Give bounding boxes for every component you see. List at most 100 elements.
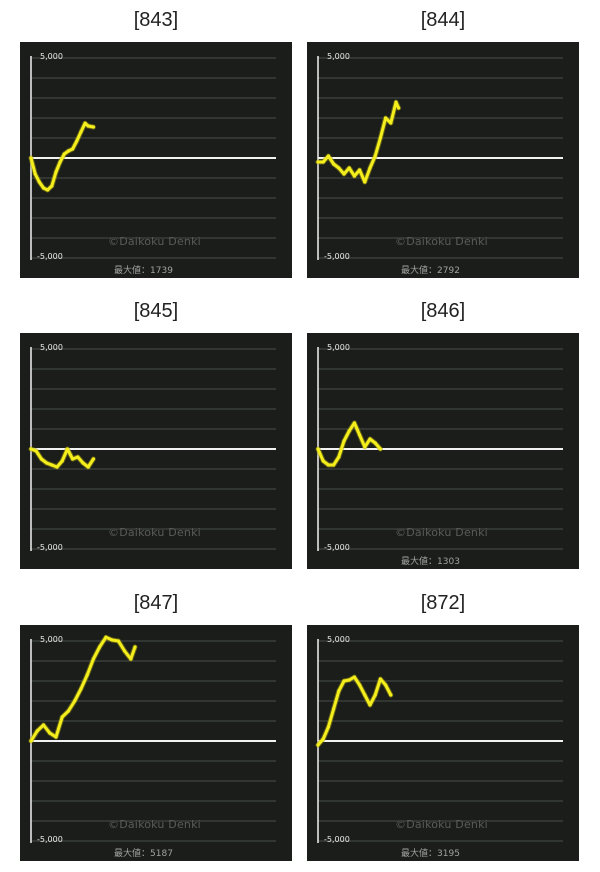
chart-title: [846] bbox=[420, 300, 466, 322]
data-point bbox=[358, 168, 362, 172]
series-line-shadow bbox=[28, 634, 138, 744]
data-point bbox=[62, 152, 66, 156]
data-point bbox=[332, 463, 336, 467]
data-point bbox=[373, 441, 377, 445]
data-point bbox=[347, 166, 351, 170]
data-point bbox=[326, 725, 330, 729]
series-line bbox=[29, 121, 95, 192]
data-point bbox=[363, 693, 367, 697]
chart-svg bbox=[315, 56, 563, 260]
data-point bbox=[54, 735, 58, 739]
watermark: ©Daikoku Denki bbox=[395, 526, 488, 539]
data-point bbox=[378, 677, 382, 681]
max-value-label: 最大値：1739 bbox=[114, 263, 173, 276]
data-point bbox=[332, 162, 336, 166]
chart-cell: [843] 5,000 -5,000 ©Daikoku Denki 最大値：1739 bbox=[20, 0, 292, 278]
chart-title: [843] bbox=[133, 9, 179, 31]
y-tick-label-top: 5,000 bbox=[327, 635, 350, 644]
data-point bbox=[76, 455, 80, 459]
data-point bbox=[394, 100, 398, 104]
data-point bbox=[91, 125, 95, 129]
data-point bbox=[352, 174, 356, 178]
data-point bbox=[368, 166, 372, 170]
chart-title: [844] bbox=[420, 9, 466, 31]
chart-title: [847] bbox=[133, 592, 179, 614]
chart-cell: [847] 5,000 -5,000 ©Daikoku Denki 最大値：5187 bbox=[20, 583, 292, 861]
data-point bbox=[37, 180, 41, 184]
data-point bbox=[79, 130, 83, 134]
chart-panel: 5,000 -5,000 ©Daikoku Denki 最大値：1739 bbox=[20, 42, 292, 278]
data-point bbox=[378, 136, 382, 140]
data-point bbox=[384, 116, 388, 120]
chart-svg bbox=[28, 56, 276, 260]
data-point bbox=[347, 678, 351, 682]
chart-svg bbox=[28, 634, 276, 843]
watermark: ©Daikoku Denki bbox=[395, 818, 488, 831]
y-tick-label-bottom: -5,000 bbox=[37, 835, 63, 844]
data-point bbox=[66, 149, 71, 153]
max-value-prefix: 最大値： bbox=[114, 849, 151, 859]
max-value-prefix: 最大値： bbox=[401, 557, 438, 567]
data-point bbox=[389, 121, 393, 125]
data-point bbox=[342, 439, 346, 443]
data-point bbox=[71, 147, 75, 151]
data-point bbox=[46, 188, 50, 192]
data-point bbox=[321, 737, 325, 741]
data-point bbox=[58, 160, 62, 164]
chart-panel: 5,000 -5,000 ©Daikoku Denki bbox=[20, 333, 292, 569]
data-point bbox=[41, 186, 46, 190]
data-point bbox=[337, 689, 341, 693]
y-tick-label-bottom: -5,000 bbox=[324, 835, 350, 844]
data-point bbox=[75, 139, 79, 143]
data-point bbox=[326, 154, 330, 158]
data-point bbox=[368, 703, 372, 707]
data-point bbox=[326, 463, 330, 467]
data-point bbox=[378, 447, 382, 451]
data-point bbox=[123, 649, 127, 653]
data-point bbox=[48, 731, 52, 735]
data-point bbox=[373, 693, 377, 697]
data-point bbox=[86, 465, 90, 469]
data-point bbox=[389, 693, 393, 697]
data-point bbox=[83, 121, 87, 125]
data-point bbox=[352, 675, 356, 679]
data-point bbox=[397, 106, 401, 110]
max-value-number: 5187 bbox=[150, 849, 173, 859]
data-point bbox=[29, 447, 33, 451]
y-tick-label-bottom: -5,000 bbox=[37, 543, 63, 552]
y-tick-label-top: 5,000 bbox=[40, 52, 63, 61]
chart-cell: [844] 5,000 -5,000 ©Daikoku Denki 最大値：2792 bbox=[307, 0, 579, 278]
data-point bbox=[129, 657, 133, 661]
max-value-label: 最大値：1303 bbox=[401, 554, 460, 567]
data-point bbox=[35, 729, 39, 733]
chart-title: [872] bbox=[420, 592, 466, 614]
data-point bbox=[352, 421, 356, 425]
watermark: ©Daikoku Denki bbox=[108, 235, 201, 248]
y-tick-label-bottom: -5,000 bbox=[37, 252, 63, 261]
data-point bbox=[39, 457, 43, 461]
data-point bbox=[73, 699, 77, 703]
y-tick-label-bottom: -5,000 bbox=[324, 252, 350, 261]
data-point bbox=[332, 707, 336, 711]
data-point bbox=[368, 437, 372, 441]
data-point bbox=[66, 709, 71, 713]
series-line bbox=[29, 635, 137, 743]
data-point bbox=[29, 156, 33, 160]
data-point bbox=[54, 170, 58, 174]
chart-cell: [872] 5,000 -5,000 ©Daikoku Denki 最大値：3195 bbox=[307, 583, 579, 861]
data-point bbox=[337, 166, 341, 170]
max-value-label: 最大値：5187 bbox=[114, 846, 173, 859]
y-tick-label-top: 5,000 bbox=[40, 343, 63, 352]
y-tick-label-top: 5,000 bbox=[327, 343, 350, 352]
data-point bbox=[363, 180, 367, 184]
data-point bbox=[363, 445, 367, 449]
max-value-prefix: 最大値： bbox=[401, 266, 438, 276]
max-value-prefix: 最大値： bbox=[114, 266, 151, 276]
data-point bbox=[133, 645, 137, 649]
data-point bbox=[342, 679, 346, 683]
chart-svg bbox=[315, 347, 563, 551]
max-value-label: 最大値：2792 bbox=[401, 263, 460, 276]
data-point bbox=[85, 673, 89, 677]
watermark: ©Daikoku Denki bbox=[395, 235, 488, 248]
